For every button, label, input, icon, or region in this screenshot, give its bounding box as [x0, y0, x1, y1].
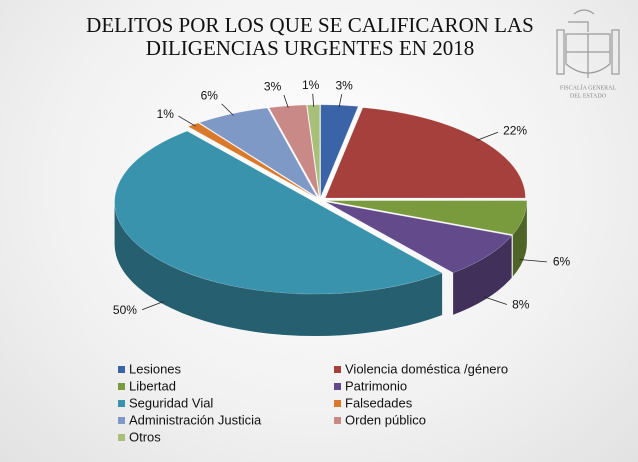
leader-line — [141, 301, 164, 311]
chart-title: DELITOS POR LOS QUE SE CALIFICARON LAS D… — [86, 13, 534, 60]
slice-side-shade — [114, 202, 443, 337]
slice — [324, 107, 526, 199]
legend-swatch — [118, 400, 125, 407]
legend-label: Administración Justicia — [129, 412, 262, 427]
legend-label: Orden público — [345, 412, 426, 427]
slice-side — [114, 202, 443, 337]
legend-label: Patrimonio — [345, 378, 407, 393]
legend-swatch — [118, 383, 125, 390]
logo-text: DEL ESTADO — [570, 93, 607, 99]
leader-line — [519, 259, 547, 263]
legend-swatch — [334, 383, 341, 390]
legend-label: Otros — [129, 429, 161, 444]
legend-label: Violencia doméstica /género — [345, 361, 508, 376]
leader-line — [221, 103, 234, 116]
legend-swatch — [118, 366, 125, 373]
crest-pillar — [556, 29, 565, 75]
legend-swatch — [334, 417, 341, 424]
crest-pillar — [611, 29, 620, 75]
slice-tops — [114, 104, 528, 295]
data-label: 1% — [302, 78, 320, 92]
data-label: 22% — [503, 123, 527, 137]
data-label: 50% — [113, 303, 137, 317]
data-label: 6% — [553, 254, 571, 268]
data-label: 3% — [264, 79, 282, 93]
slice-sides — [114, 200, 527, 337]
legend-label: Seguridad Vial — [129, 395, 213, 410]
legend-swatch — [334, 400, 341, 407]
leader-line — [178, 115, 196, 127]
legend-label: Falsedades — [345, 395, 413, 410]
slice-side-shade — [453, 235, 512, 315]
leader-line — [338, 94, 343, 108]
crest-shape — [565, 9, 611, 78]
labels: 3% 22% 6% 8% 50% 1% 6% 3% 1% — [113, 78, 571, 317]
legend-label: Lesiones — [129, 361, 182, 376]
legend-swatch — [118, 434, 125, 441]
slice-side-shade — [512, 200, 527, 277]
legend: Lesiones Violencia doméstica /género Liber… — [118, 361, 508, 444]
leader-line — [312, 93, 315, 107]
logo-crest — [556, 9, 620, 78]
slice — [114, 130, 443, 295]
slice — [325, 201, 513, 274]
leader-line — [476, 131, 499, 141]
data-label: 1% — [157, 107, 175, 121]
leader-line — [484, 296, 508, 305]
legend-label: Libertad — [129, 378, 176, 393]
data-label: 3% — [335, 79, 353, 93]
legend-swatch — [334, 366, 341, 373]
leader-line — [283, 94, 289, 108]
logo-text: FISCALÍA GENERAL — [560, 83, 617, 91]
slice-side — [512, 200, 527, 277]
slice — [326, 200, 528, 235]
slice-side — [453, 235, 512, 315]
legend-swatch — [118, 417, 125, 424]
data-label: 6% — [201, 88, 219, 102]
data-label: 8% — [512, 298, 530, 312]
